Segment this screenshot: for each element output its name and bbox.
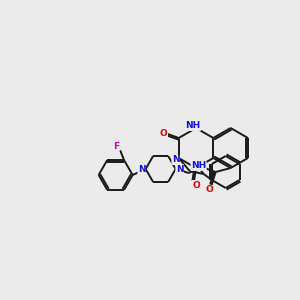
Text: N: N bbox=[172, 155, 179, 164]
Text: F: F bbox=[113, 142, 119, 151]
Text: O: O bbox=[206, 185, 214, 194]
Text: O: O bbox=[160, 128, 168, 137]
Text: NH: NH bbox=[191, 161, 206, 170]
Text: NH: NH bbox=[185, 122, 201, 130]
Text: N: N bbox=[176, 164, 184, 173]
Text: N: N bbox=[138, 164, 146, 173]
Text: O: O bbox=[192, 181, 200, 190]
